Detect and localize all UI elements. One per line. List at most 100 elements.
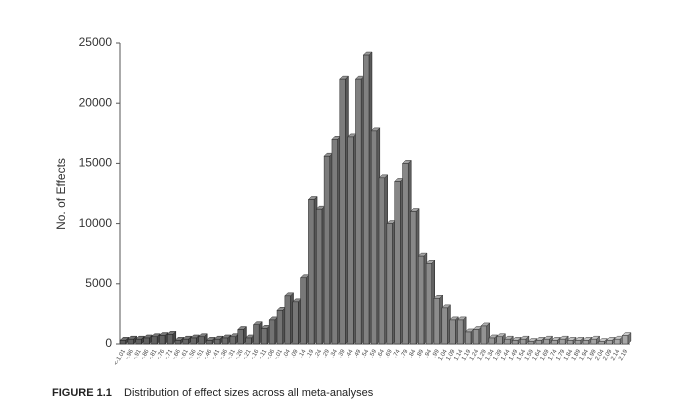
bar: [221, 337, 228, 345]
x-tick-label: 2.19: [618, 348, 629, 362]
bar: [410, 211, 417, 345]
bar: [237, 329, 244, 345]
x-tick-label: 1.64: [532, 348, 543, 362]
bar: [418, 255, 425, 345]
bar: [331, 139, 338, 345]
y-tick-label: 25000: [79, 35, 113, 49]
x-tick-label: -.16: [250, 348, 261, 361]
bar: [261, 328, 268, 345]
x-tick-label: 1.99: [587, 348, 598, 362]
bar: [543, 338, 550, 345]
x-tick-label: 1.79: [555, 348, 566, 362]
x-tick-label: 1.69: [540, 348, 551, 362]
bar: [488, 337, 495, 345]
x-tick-label: -.36: [219, 348, 230, 361]
bar: [347, 136, 354, 345]
y-tick-label: 0: [105, 336, 112, 350]
bar: [119, 340, 126, 345]
bar: [190, 337, 197, 345]
x-tick-label: 1.19: [461, 348, 472, 362]
x-tick-label: .24: [314, 348, 324, 359]
x-tick-label: .29: [322, 348, 332, 359]
bar: [308, 199, 315, 345]
bar: [300, 277, 307, 345]
x-tick-label: 1.74: [548, 348, 559, 362]
x-tick-label: -.66: [172, 348, 183, 361]
bar: [135, 338, 142, 345]
bar: [457, 319, 464, 345]
y-tick-label: 10000: [79, 216, 113, 230]
x-tick-label: .59: [369, 348, 379, 359]
x-tick-label: .04: [282, 348, 292, 359]
x-tick-label: -.11: [258, 348, 268, 360]
x-tick-label: -.91: [132, 348, 143, 361]
x-tick-label: 1.39: [493, 348, 504, 362]
bar: [378, 177, 385, 345]
y-axis-title: No. of Effects: [54, 158, 68, 230]
x-tick-label: -.26: [234, 348, 245, 361]
x-tick-label: 1.34: [485, 348, 496, 362]
x-tick-label: .69: [384, 348, 394, 359]
bar: [323, 155, 330, 345]
bar: [370, 130, 378, 345]
bar: [480, 325, 487, 345]
bar: [614, 338, 621, 345]
x-tick-label: .64: [377, 348, 387, 359]
y-tick-label: 5000: [85, 276, 112, 290]
bar: [433, 297, 440, 345]
x-tick-label: -.61: [179, 348, 190, 361]
bar: [159, 335, 166, 345]
x-tick-label: .99: [431, 348, 441, 359]
x-tick-label: 2.09: [602, 348, 613, 362]
bar: [182, 338, 189, 345]
bar: [449, 319, 456, 345]
bar: [402, 163, 409, 345]
bar: [559, 338, 566, 345]
y-tick-label: 20000: [79, 95, 113, 109]
bar: [465, 331, 472, 345]
x-tick-label: .54: [361, 348, 371, 359]
bar: [174, 340, 181, 345]
figure-label: FIGURE 1.1: [52, 387, 112, 399]
bar: [151, 336, 158, 345]
bar: [316, 208, 323, 345]
x-tick-label: 1.49: [508, 348, 519, 362]
x-tick-label: 1.94: [579, 348, 590, 362]
x-tick-label: .19: [306, 348, 316, 359]
x-tick-label: .09: [290, 348, 300, 359]
bar: [504, 338, 511, 345]
x-tick-label: -.86: [140, 348, 151, 361]
bar: [574, 340, 582, 345]
x-tick-label: .44: [345, 348, 355, 359]
x-tick-label: .84: [408, 348, 418, 359]
x-tick-label: .94: [424, 348, 434, 359]
bar: [535, 340, 542, 345]
x-tick-label: .49: [353, 348, 363, 359]
caption: Distribution of effect sizes across all …: [124, 387, 374, 399]
bar: [143, 337, 150, 345]
bar: [276, 310, 283, 345]
bar: [551, 340, 558, 345]
bar: [245, 337, 252, 345]
x-tick-label: .39: [337, 348, 347, 359]
x-tick-label: -.71: [164, 348, 175, 361]
x-tick-label: .34: [329, 348, 339, 359]
x-tick-label: -.41: [211, 348, 222, 361]
x-tick-label: -.81: [148, 348, 159, 361]
x-tick-label: 1.44: [500, 348, 511, 362]
bar: [472, 329, 480, 345]
bar: [127, 338, 134, 345]
bar: [229, 336, 236, 345]
x-tick-label: 1.54: [516, 348, 527, 362]
x-tick-label: .89: [416, 348, 426, 359]
bar: [386, 223, 393, 345]
x-tick-label: 1.89: [571, 348, 582, 362]
x-tick-label: 1.59: [524, 348, 535, 362]
bar: [206, 340, 213, 345]
bar: [268, 319, 276, 345]
x-tick-label: 1.84: [563, 348, 574, 362]
bar: [527, 341, 534, 345]
x-tick-label: -.51: [195, 348, 206, 361]
bar: [520, 338, 527, 345]
bar: [582, 340, 589, 345]
